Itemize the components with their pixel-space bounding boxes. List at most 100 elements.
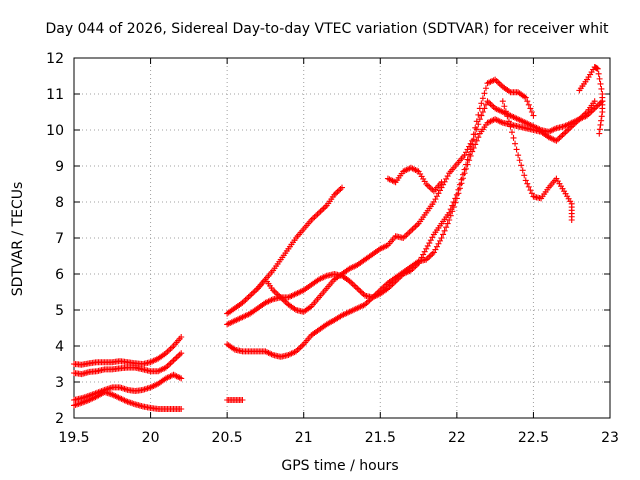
series-track-l [576, 64, 606, 137]
data-point [478, 112, 485, 119]
y-tick-label: 2 [55, 411, 64, 427]
data-point [463, 161, 470, 168]
data-point [528, 190, 535, 197]
y-tick-label: 5 [55, 303, 64, 319]
data-point [455, 186, 462, 193]
y-tick-label: 9 [55, 159, 64, 175]
data-point [472, 124, 479, 131]
data-point [521, 172, 528, 179]
data-point [530, 112, 537, 119]
data-point [522, 177, 529, 184]
series-track-j [384, 164, 445, 195]
data-point [481, 90, 488, 97]
y-tick-label: 12 [46, 51, 64, 67]
data-point [598, 85, 605, 92]
data-point [458, 176, 465, 183]
data-point [595, 70, 602, 77]
data-point [508, 129, 515, 136]
data-point [502, 108, 509, 115]
x-tick-label: 19.5 [58, 430, 89, 446]
data-point [476, 105, 483, 112]
y-tick-label: 11 [46, 87, 64, 103]
data-point [527, 105, 534, 112]
data-point [507, 123, 514, 130]
data-point [596, 130, 603, 137]
series-track-k [499, 98, 575, 223]
data-point [525, 183, 532, 190]
data-point [510, 134, 517, 141]
data-point [516, 157, 523, 164]
data-point [441, 227, 448, 234]
data-point [479, 109, 486, 115]
series-track-d [71, 389, 185, 412]
data-point [473, 118, 480, 125]
data-point [470, 145, 477, 151]
series-track-b [71, 334, 185, 368]
x-tick-label: 23 [601, 430, 619, 446]
data-point [478, 100, 485, 107]
data-point [466, 151, 473, 158]
data-point [597, 80, 604, 87]
data-point [524, 180, 531, 187]
x-tick-label: 21 [295, 430, 313, 446]
data-point [447, 206, 454, 213]
data-point [512, 140, 519, 147]
data-point [519, 167, 526, 174]
data-point [499, 98, 506, 105]
y-tick-label: 7 [55, 231, 64, 247]
x-tick-label: 21.5 [365, 430, 396, 446]
series-track-e [224, 397, 246, 403]
data-point [446, 209, 453, 216]
data-point [596, 126, 603, 133]
data-marks [71, 64, 606, 412]
series-track-a [71, 371, 185, 403]
data-point [501, 103, 508, 110]
data-point [461, 166, 468, 173]
data-point [591, 98, 598, 105]
y-tick-label: 6 [55, 267, 64, 283]
data-point [444, 220, 451, 227]
data-point [475, 111, 482, 118]
series-track-c [71, 350, 185, 378]
data-point [479, 95, 486, 102]
data-point [598, 113, 605, 120]
data-point [597, 121, 604, 128]
x-tick-label: 22 [448, 430, 466, 446]
data-point [469, 137, 476, 144]
data-point [527, 187, 534, 194]
data-point [515, 152, 522, 159]
data-point [446, 217, 453, 223]
data-point [239, 397, 246, 403]
x-tick-label: 22.5 [518, 430, 549, 446]
y-tick-label: 10 [46, 123, 64, 139]
data-point [464, 156, 471, 163]
data-point [518, 162, 525, 169]
x-axis-label: GPS time / hours [281, 458, 398, 474]
data-point [178, 334, 185, 340]
data-point [505, 118, 512, 125]
data-point [475, 134, 482, 141]
data-point [513, 146, 520, 153]
data-point [599, 109, 606, 115]
data-point [450, 199, 457, 205]
data-point [178, 350, 185, 357]
data-point [525, 101, 532, 108]
data-point [596, 75, 603, 82]
y-tick-label: 8 [55, 195, 64, 211]
data-point [482, 101, 489, 108]
data-point [470, 131, 477, 138]
data-point [449, 202, 456, 209]
y-axis-label: SDTVAR / TECUs [10, 182, 26, 297]
data-point [528, 109, 535, 115]
data-point [453, 191, 460, 198]
y-tick-label: 3 [55, 375, 64, 391]
data-point [482, 85, 489, 92]
data-point [452, 195, 459, 202]
data-point [568, 217, 575, 223]
x-tick-label: 20.5 [212, 430, 243, 446]
data-point [522, 94, 529, 101]
data-point [476, 116, 483, 123]
